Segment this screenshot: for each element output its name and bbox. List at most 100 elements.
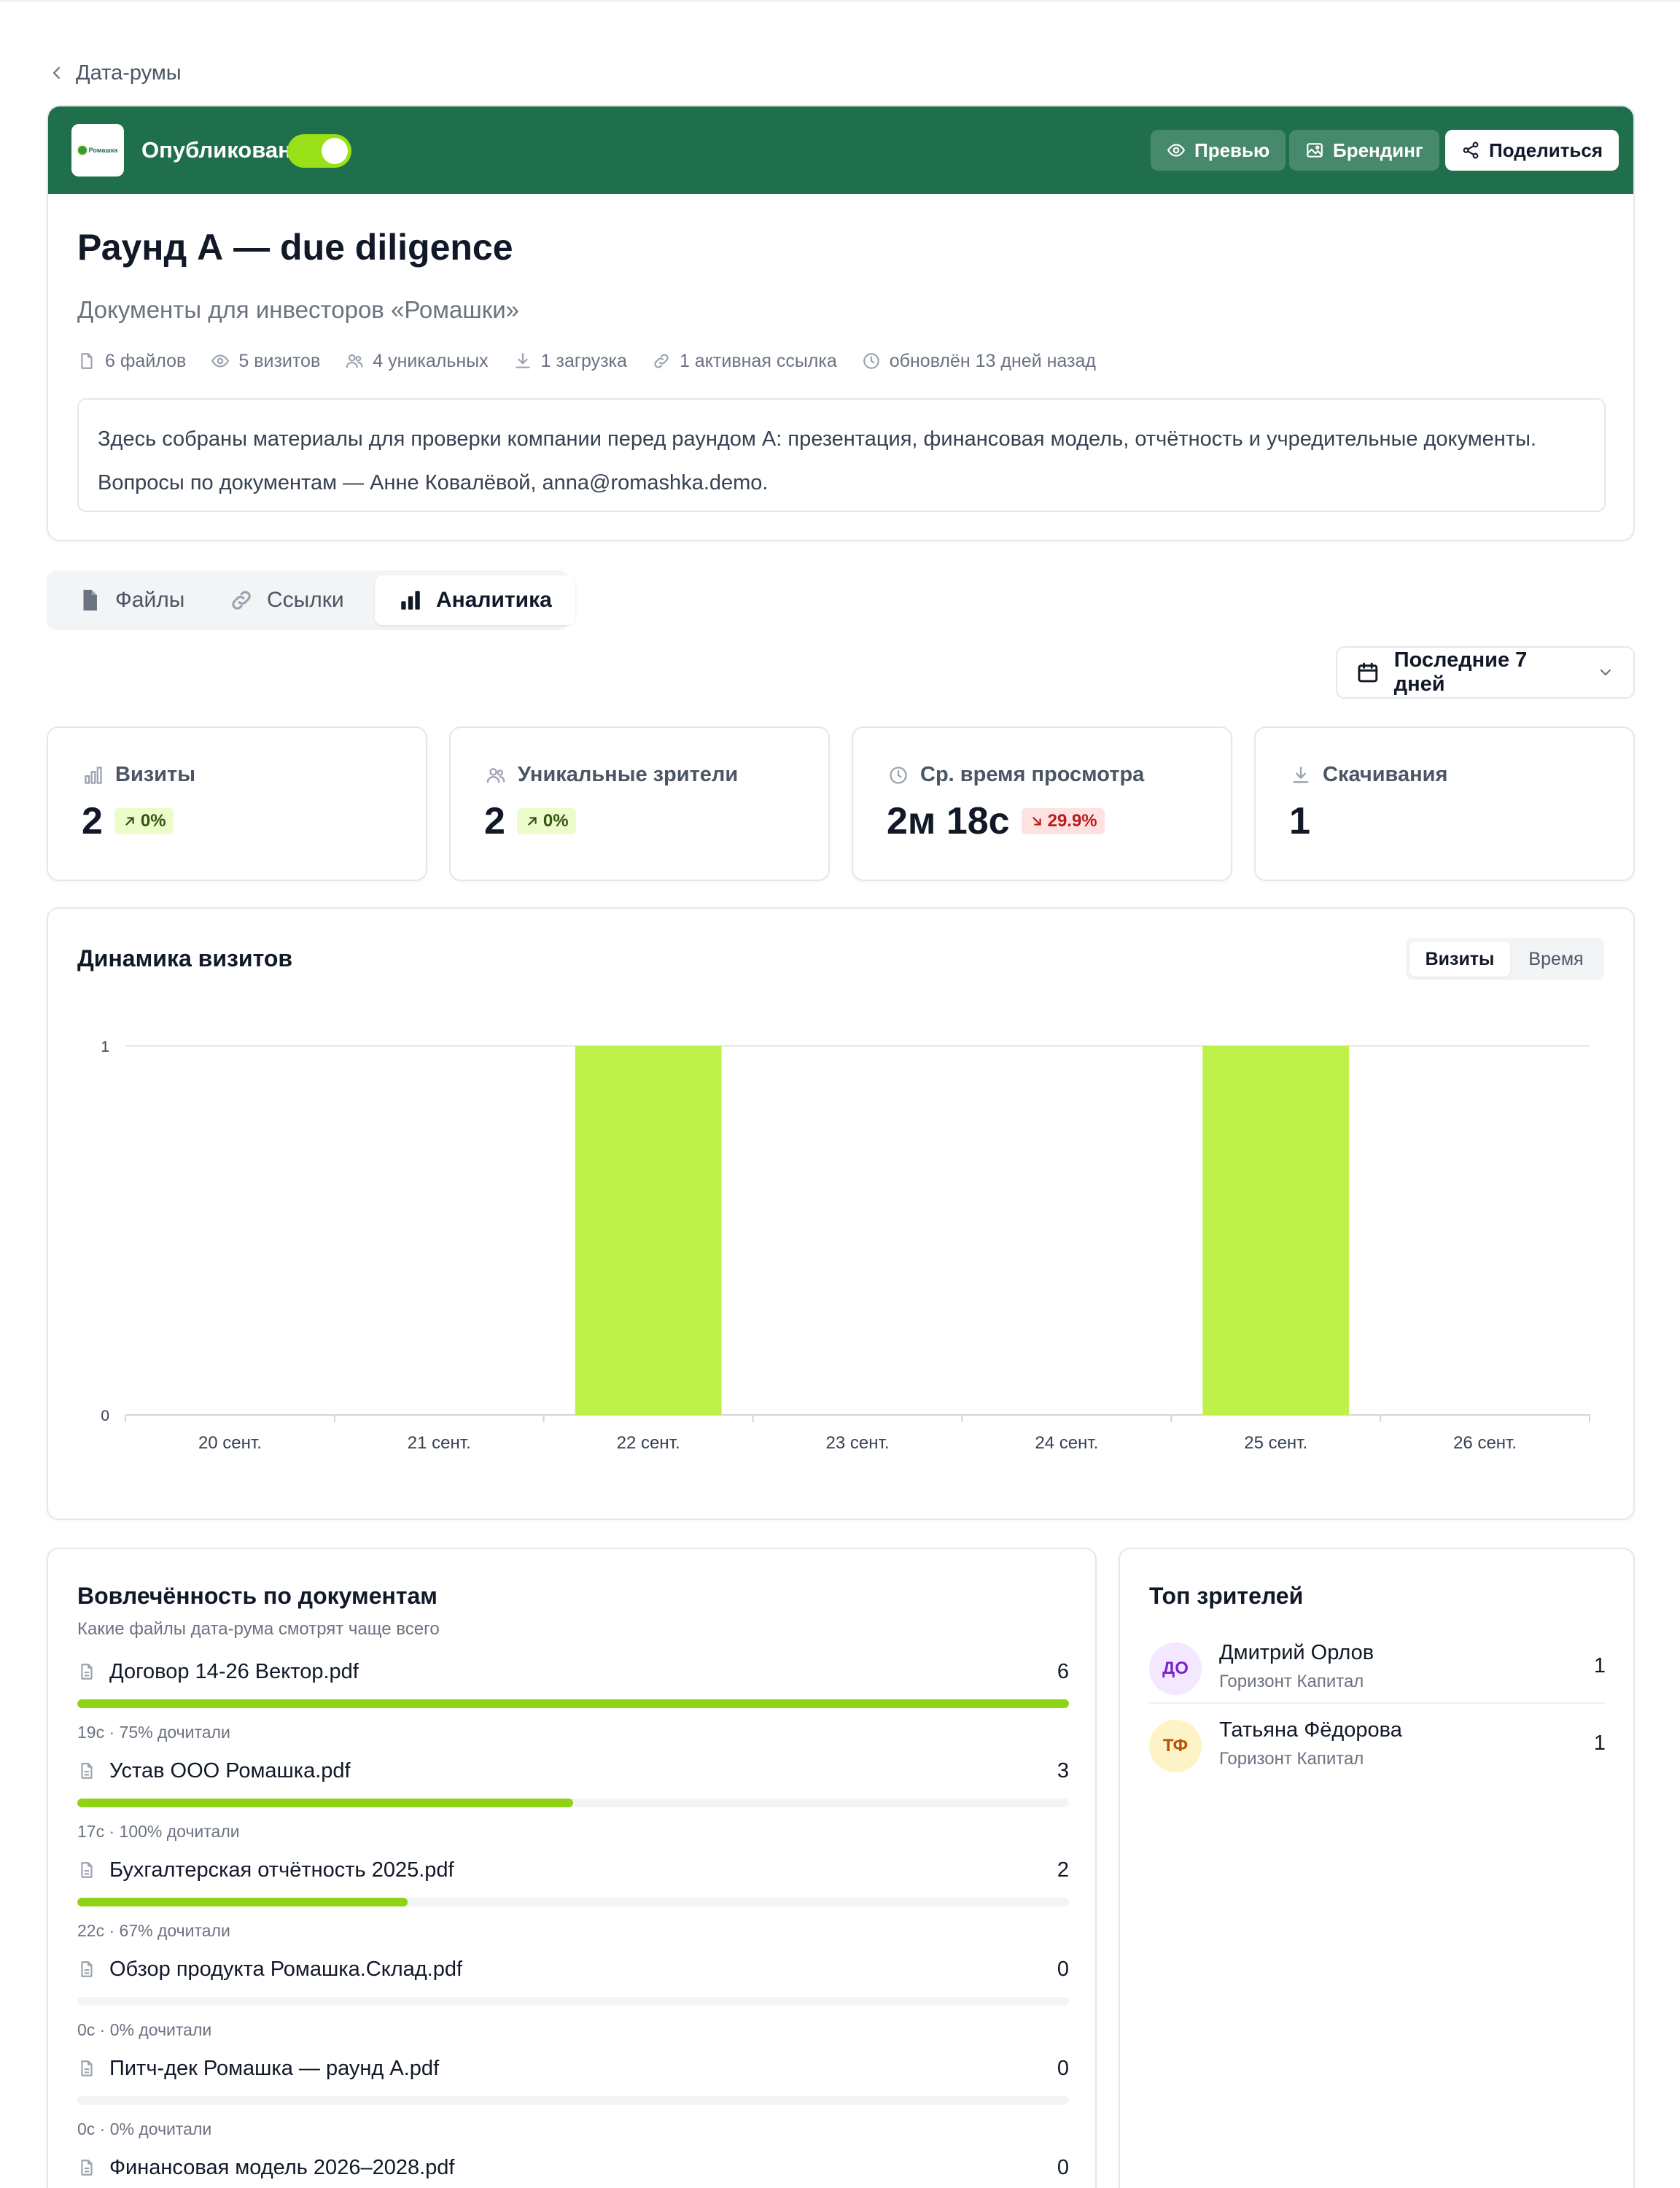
document-progress-track bbox=[77, 1997, 1069, 2006]
tab-links[interactable]: Ссылки bbox=[206, 575, 368, 625]
kpi-label-text: Скачивания bbox=[1323, 763, 1448, 786]
document-engagement-card: Вовлечённость по документам Какие файлы … bbox=[47, 1548, 1097, 2188]
page-subtitle: Документы для инвесторов «Ромашки» bbox=[77, 296, 520, 323]
x-tick-label: 25 сент. bbox=[1244, 1433, 1307, 1453]
document-row-header: Договор 14-26 Вектор.pdf 6 bbox=[77, 1657, 1069, 1686]
viewer-name: Татьяна Фёдорова bbox=[1219, 1718, 1402, 1742]
preview-button[interactable]: Превью bbox=[1151, 130, 1286, 171]
document-progress-track bbox=[77, 2096, 1069, 2105]
publish-toggle[interactable] bbox=[287, 134, 351, 168]
viewer-visit-count: 1 bbox=[1593, 1731, 1606, 1755]
kpi-value-row: 2м 18с 29.9% bbox=[887, 799, 1105, 843]
toggle-time[interactable]: Время bbox=[1528, 948, 1584, 969]
clock-icon bbox=[863, 353, 879, 369]
logo-text: Ромашка bbox=[88, 147, 118, 154]
document-name: Питч-дек Ромашка — раунд А.pdf bbox=[109, 2056, 440, 2080]
breadcrumb[interactable]: Дата-румы bbox=[48, 57, 182, 89]
avatar: ДО bbox=[1149, 1642, 1202, 1695]
document-row[interactable]: Обзор продукта Ромашка.Склад.pdf 0 0с · 0%… bbox=[77, 1955, 1069, 2054]
kpi-value-row: 1 bbox=[1289, 799, 1310, 843]
document-progress-track bbox=[77, 1898, 1069, 1906]
file-icon bbox=[81, 1961, 93, 1977]
stat-links: 1 активная ссылка bbox=[652, 351, 837, 372]
stat-updated: обновлён 13 дней назад bbox=[862, 351, 1096, 372]
kpi-value: 2 bbox=[82, 800, 103, 842]
share-button[interactable]: Поделиться bbox=[1445, 130, 1619, 171]
chevron-down-icon bbox=[1601, 669, 1611, 676]
document-row-header: Питч-дек Ромашка — раунд А.pdf 0 bbox=[77, 2054, 1069, 2083]
stat-visits-text: 5 визитов bbox=[238, 350, 321, 371]
download-icon bbox=[515, 353, 530, 368]
document-row[interactable]: Устав ООО Ромашка.pdf 3 17с · 100% дочитал… bbox=[77, 1756, 1069, 1855]
eye-icon bbox=[211, 354, 230, 368]
top-viewers-title: Топ зрителей bbox=[1149, 1583, 1304, 1609]
viewer-name: Дмитрий Орлов bbox=[1219, 1641, 1374, 1664]
document-view-count: 0 bbox=[1057, 2056, 1069, 2080]
delta-value: 29.9% bbox=[1047, 811, 1097, 831]
document-name: Бухгалтерская отчётность 2025.pdf bbox=[109, 1858, 454, 1882]
tab-analytics[interactable]: Аналитика bbox=[375, 575, 575, 625]
kpi-card-unique-viewers: Уникальные зрители 2 0% bbox=[449, 726, 830, 881]
period-select-label: Последние 7 дней bbox=[1393, 648, 1528, 696]
delta-badge: 0% bbox=[114, 808, 174, 834]
visits-chart-card: Динамика визитов Визиты Время 0 1 20 сент.… bbox=[47, 907, 1635, 1520]
document-row[interactable]: Финансовая модель 2026–2028.pdf 0 bbox=[77, 2153, 1069, 2188]
publish-status-label: Опубликован bbox=[141, 137, 292, 163]
document-row[interactable]: Договор 14-26 Вектор.pdf 6 19с · 75% дочит… bbox=[77, 1657, 1069, 1756]
users-icon bbox=[346, 354, 363, 368]
x-tick-label: 22 сент. bbox=[617, 1433, 680, 1453]
room-header-card: Ромашка Опубликован Превью Брендинг Поде… bbox=[47, 105, 1635, 541]
tab-files[interactable]: Файлы bbox=[54, 575, 208, 625]
file-icon bbox=[81, 2060, 93, 2076]
room-logo: Ромашка bbox=[71, 124, 124, 176]
clock-icon bbox=[890, 766, 907, 784]
kpi-value: 1 bbox=[1289, 800, 1310, 842]
stat-links-text: 1 активная ссылка bbox=[679, 350, 837, 371]
y-tick-label: 1 bbox=[101, 1039, 109, 1055]
calendar-icon bbox=[1358, 662, 1378, 683]
chevron-left-icon bbox=[52, 66, 61, 79]
branding-button-label: Брендинг bbox=[1333, 139, 1423, 161]
document-row[interactable]: Бухгалтерская отчётность 2025.pdf 2 22с · … bbox=[77, 1855, 1069, 1955]
kpi-value-row: 2 0% bbox=[82, 799, 174, 843]
document-progress-fill bbox=[77, 1898, 408, 1906]
room-brand-bar: Ромашка Опубликован Превью Брендинг Поде… bbox=[48, 106, 1633, 194]
stat-unique-text: 4 уникальных bbox=[373, 350, 489, 371]
tab-files-label: Файлы bbox=[115, 588, 185, 612]
x-tick-label: 26 сент. bbox=[1453, 1433, 1517, 1453]
arrow-up-right-icon bbox=[528, 817, 537, 826]
document-view-count: 2 bbox=[1057, 1858, 1069, 1882]
page-title: Раунд А — due diligence bbox=[77, 227, 513, 268]
document-progress-fill bbox=[77, 1799, 573, 1807]
toggle-visits[interactable]: Визиты bbox=[1409, 942, 1510, 977]
document-name: Договор 14-26 Вектор.pdf bbox=[109, 1659, 359, 1683]
document-row[interactable]: Питч-дек Ромашка — раунд А.pdf 0 0с · 0% д… bbox=[77, 2054, 1069, 2153]
viewer-row[interactable]: ДО Дмитрий Орлов Горизонт Капитал 1 bbox=[1149, 1626, 1606, 1704]
branding-button[interactable]: Брендинг bbox=[1289, 130, 1439, 171]
kpi-label-text: Визиты bbox=[115, 763, 195, 786]
document-row-header: Устав ООО Ромашка.pdf 3 bbox=[77, 1756, 1069, 1785]
breadcrumb-label[interactable]: Дата-румы bbox=[76, 61, 182, 85]
image-icon bbox=[1307, 143, 1323, 158]
room-description: Здесь собраны материалы для проверки ком… bbox=[77, 398, 1606, 512]
file-icon bbox=[81, 2160, 93, 2176]
document-meta: 0с · 0% дочитали bbox=[77, 2020, 212, 2039]
document-name: Устав ООО Ромашка.pdf bbox=[109, 1758, 351, 1782]
x-tick-label: 24 сент. bbox=[1035, 1433, 1098, 1453]
visits-bar-chart: 0 1 20 сент. 21 сент. 22 сент. 23 сент. 24 сен… bbox=[101, 1039, 1590, 1453]
tab-links-label: Ссылки bbox=[267, 588, 344, 612]
toggle-knob bbox=[322, 138, 348, 164]
description-line: Вопросы по документам — Анне Ковалёвой, … bbox=[98, 471, 769, 494]
bar-chart-icon bbox=[85, 766, 102, 784]
top-divider bbox=[0, 0, 1680, 2]
document-view-count: 0 bbox=[1057, 1957, 1069, 1981]
document-row-header: Обзор продукта Ромашка.Склад.pdf 0 bbox=[77, 1955, 1069, 1984]
chart-metric-toggle: Визиты Время bbox=[1406, 938, 1604, 980]
kpi-label: Уникальные зрители bbox=[486, 763, 738, 787]
document-meta: 19с · 75% дочитали bbox=[77, 1723, 230, 1742]
stat-downloads: 1 загрузка bbox=[513, 351, 627, 372]
view-tabs: Файлы Ссылки Аналитика bbox=[47, 570, 575, 630]
document-row-header: Бухгалтерская отчётность 2025.pdf 2 bbox=[77, 1855, 1069, 1885]
viewer-row[interactable]: ТФ Татьяна Фёдорова Горизонт Капитал 1 bbox=[1149, 1704, 1606, 1781]
period-select[interactable]: Последние 7 дней bbox=[1336, 646, 1635, 699]
